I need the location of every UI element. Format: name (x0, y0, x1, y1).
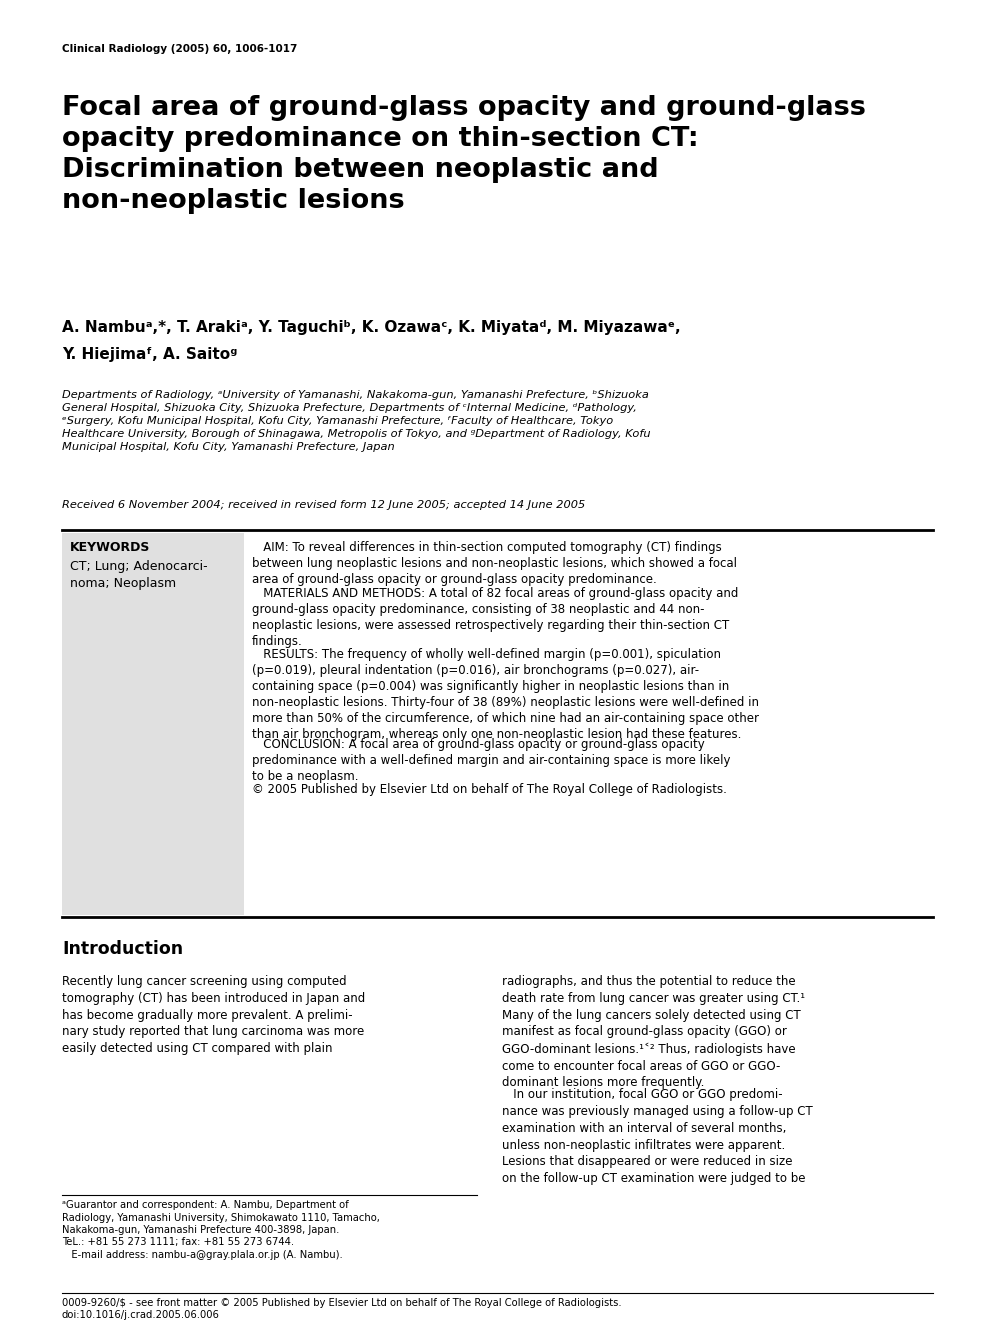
Text: © 2005 Published by Elsevier Ltd on behalf of The Royal College of Radiologists.: © 2005 Published by Elsevier Ltd on beha… (252, 783, 727, 796)
Text: Introduction: Introduction (62, 941, 184, 958)
Text: radiographs, and thus the potential to reduce the
death rate from lung cancer wa: radiographs, and thus the potential to r… (502, 975, 806, 1089)
Text: Clinical Radiology (2005) 60, 1006-1017: Clinical Radiology (2005) 60, 1006-1017 (62, 44, 298, 54)
Text: MATERIALS AND METHODS: A total of 82 focal areas of ground-glass opacity and
gro: MATERIALS AND METHODS: A total of 82 foc… (252, 587, 738, 648)
Text: ᵃGuarantor and correspondent: A. Nambu, Department of: ᵃGuarantor and correspondent: A. Nambu, … (62, 1200, 349, 1211)
Text: Focal area of ground-glass opacity and ground-glass
opacity predominance on thin: Focal area of ground-glass opacity and g… (62, 95, 866, 214)
Text: 0009-9260/$ - see front matter © 2005 Published by Elsevier Ltd on behalf of The: 0009-9260/$ - see front matter © 2005 Pu… (62, 1298, 622, 1320)
Text: Recently lung cancer screening using computed
tomography (CT) has been introduce: Recently lung cancer screening using com… (62, 975, 365, 1056)
Text: RESULTS: The frequency of wholly well-defined margin (p=0.001), spiculation
(p=0: RESULTS: The frequency of wholly well-de… (252, 648, 759, 741)
Text: KEYWORDS: KEYWORDS (70, 541, 151, 554)
Text: CONCLUSION: A focal area of ground-glass opacity or ground-glass opacity
predomi: CONCLUSION: A focal area of ground-glass… (252, 738, 730, 783)
Text: CT; Lung; Adenocarci-
noma; Neoplasm: CT; Lung; Adenocarci- noma; Neoplasm (70, 560, 207, 590)
Text: Received 6 November 2004; received in revised form 12 June 2005; accepted 14 Jun: Received 6 November 2004; received in re… (62, 500, 585, 509)
Text: A. Nambuᵃ,*, T. Arakiᵃ, Y. Taguchiᵇ, K. Ozawaᶜ, K. Miyataᵈ, M. Miyazawaᵉ,: A. Nambuᵃ,*, T. Arakiᵃ, Y. Taguchiᵇ, K. … (62, 320, 681, 335)
Text: Radiology, Yamanashi University, Shimokawato 1110, Tamacho,
Nakakoma-gun, Yamana: Radiology, Yamanashi University, Shimoka… (62, 1213, 380, 1259)
Text: AIM: To reveal differences in thin-section computed tomography (CT) findings
bet: AIM: To reveal differences in thin-secti… (252, 541, 737, 586)
Text: Y. Hiejimaᶠ, A. Saitoᵍ: Y. Hiejimaᶠ, A. Saitoᵍ (62, 347, 237, 363)
FancyBboxPatch shape (62, 533, 244, 916)
Text: In our institution, focal GGO or GGO predomi-
nance was previously managed using: In our institution, focal GGO or GGO pre… (502, 1089, 812, 1185)
Text: Departments of Radiology, ᵃUniversity of Yamanashi, Nakakoma-gun, Yamanashi Pref: Departments of Radiology, ᵃUniversity of… (62, 390, 651, 452)
